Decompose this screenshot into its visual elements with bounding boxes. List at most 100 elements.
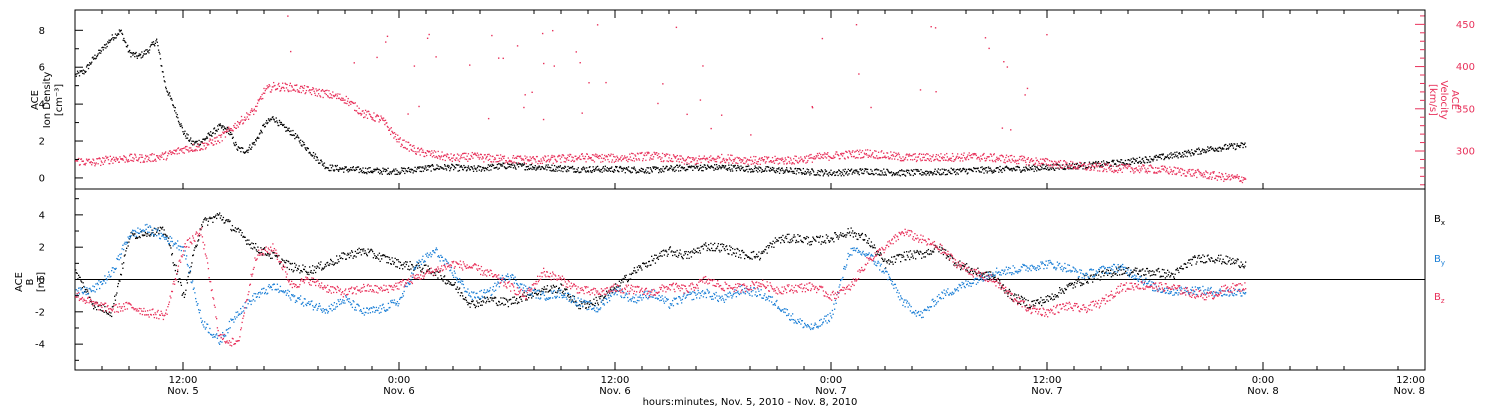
data-point	[654, 166, 656, 168]
data-point	[839, 173, 841, 175]
data-point	[476, 300, 478, 302]
data-point	[328, 90, 330, 92]
data-point	[571, 159, 574, 161]
data-point	[930, 160, 932, 162]
data-point	[775, 159, 777, 162]
data-point	[203, 138, 205, 140]
data-point	[894, 155, 896, 158]
data-point	[197, 240, 199, 242]
data-point	[625, 274, 627, 277]
data-point	[634, 270, 636, 272]
data-point	[205, 146, 207, 149]
data-point	[629, 153, 631, 155]
data-point	[977, 167, 979, 169]
data-point	[947, 160, 949, 162]
data-point	[229, 131, 232, 134]
data-point	[276, 256, 279, 258]
data-point	[324, 266, 326, 268]
data-point	[1196, 148, 1199, 150]
data-point	[994, 160, 996, 162]
data-point	[409, 144, 412, 146]
data-point	[421, 151, 423, 153]
data-point	[999, 280, 1001, 282]
data-point	[699, 158, 701, 161]
data-point	[451, 160, 454, 162]
data-point	[737, 162, 739, 165]
data-point	[145, 49, 147, 51]
data-point	[189, 139, 191, 141]
data-point	[159, 158, 161, 161]
data-point	[385, 168, 387, 171]
data-point	[354, 102, 356, 104]
data-point	[764, 156, 766, 158]
data-point	[308, 273, 310, 276]
data-point	[1204, 176, 1206, 178]
data-point	[549, 169, 551, 172]
data-point	[755, 169, 758, 172]
data-point	[102, 163, 104, 166]
data-point	[725, 245, 727, 248]
data-point	[1093, 166, 1096, 168]
data-point	[181, 150, 183, 152]
data-point	[908, 251, 910, 253]
data-point	[714, 158, 716, 160]
data-point	[846, 151, 848, 154]
data-point	[278, 85, 281, 87]
data-point	[512, 296, 514, 299]
data-point	[140, 156, 142, 158]
data-point	[210, 142, 212, 144]
data-point	[93, 58, 95, 60]
data-point	[450, 153, 452, 155]
data-point	[110, 312, 112, 314]
data-point	[776, 238, 778, 241]
data-point	[793, 172, 796, 174]
data-point	[699, 164, 702, 167]
data-point	[1192, 173, 1195, 175]
data-point	[1066, 167, 1069, 170]
data-point	[982, 272, 984, 274]
data-point	[996, 279, 998, 281]
data-point	[508, 160, 510, 163]
data-point	[1221, 174, 1224, 176]
data-point	[415, 153, 418, 155]
data-point	[557, 167, 559, 169]
data-point	[837, 238, 840, 240]
data-point	[486, 300, 488, 302]
data-point	[442, 167, 444, 169]
data-point	[249, 144, 251, 146]
data-point	[141, 56, 144, 58]
data-point	[645, 262, 648, 264]
data-point	[936, 170, 938, 172]
data-point	[805, 172, 808, 174]
data-point	[181, 148, 184, 150]
data-point	[1090, 167, 1092, 169]
data-point	[904, 156, 907, 159]
data-point	[723, 243, 725, 246]
data-point	[1022, 169, 1024, 171]
data-point	[671, 168, 673, 170]
data-point	[554, 286, 556, 288]
data-point	[393, 132, 396, 134]
data-point	[261, 132, 263, 134]
data-point	[462, 152, 464, 155]
data-point	[168, 92, 171, 94]
data-point	[392, 132, 394, 135]
data-point	[790, 159, 792, 161]
data-point	[822, 171, 824, 173]
data-point	[1190, 155, 1192, 157]
data-point	[507, 163, 509, 165]
data-point	[116, 159, 119, 161]
data-point	[964, 170, 967, 173]
data-point	[457, 170, 459, 172]
data-point	[674, 170, 676, 173]
data-point	[406, 261, 408, 263]
data-point	[285, 262, 287, 264]
data-point	[916, 170, 918, 172]
data-point	[502, 297, 504, 299]
data-point	[1015, 160, 1017, 162]
data-point	[985, 159, 987, 162]
data-point	[731, 168, 733, 170]
data-point	[1000, 160, 1002, 162]
data-point	[429, 268, 431, 270]
data-point	[613, 171, 615, 173]
